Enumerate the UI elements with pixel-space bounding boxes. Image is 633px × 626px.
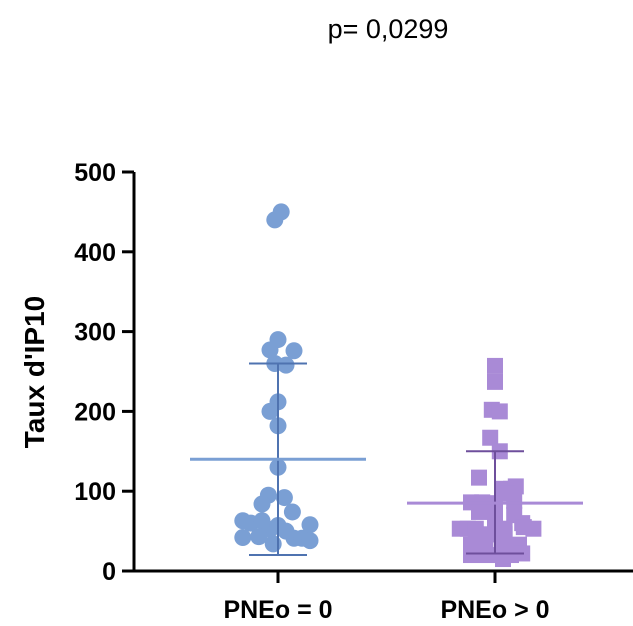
y-tick-label: 300	[74, 319, 116, 347]
axes: 0 100 200 300 400 500 PNEo = 0 PNEo > 0	[74, 159, 633, 624]
y-tick-label: 100	[74, 478, 116, 506]
y-tick-label: 200	[74, 398, 116, 426]
data-point	[283, 503, 301, 521]
data-point	[261, 402, 279, 420]
data-point	[285, 342, 303, 360]
data-point	[261, 341, 279, 359]
series-group	[234, 203, 319, 553]
data-point	[487, 373, 503, 390]
y-axis-label: Taux d'IP10	[19, 296, 50, 448]
p-value-annotation: p= 0,0299	[328, 14, 449, 44]
data-point	[506, 492, 523, 509]
data-point	[471, 503, 487, 520]
data-point	[301, 532, 319, 550]
y-tick-label: 500	[74, 159, 116, 187]
data-marks	[234, 203, 542, 568]
data-point	[487, 357, 503, 374]
series-group	[451, 357, 542, 568]
data-point	[463, 547, 479, 564]
data-point	[234, 528, 252, 546]
data-point	[277, 356, 295, 374]
data-point	[275, 489, 293, 507]
data-point	[491, 403, 508, 420]
x-tick-label: PNEo > 0	[440, 596, 549, 624]
summary-lines	[190, 362, 583, 557]
data-point	[471, 469, 487, 486]
x-tick-label: PNEo = 0	[223, 596, 332, 624]
y-tick-label: 0	[102, 558, 116, 586]
data-point	[250, 528, 268, 546]
data-point	[525, 520, 542, 537]
data-point	[264, 535, 282, 553]
data-point	[272, 203, 290, 221]
data-point	[253, 495, 271, 513]
data-point	[482, 429, 499, 446]
y-tick-label: 400	[74, 239, 116, 267]
data-point	[301, 516, 319, 534]
data-point	[479, 547, 495, 564]
